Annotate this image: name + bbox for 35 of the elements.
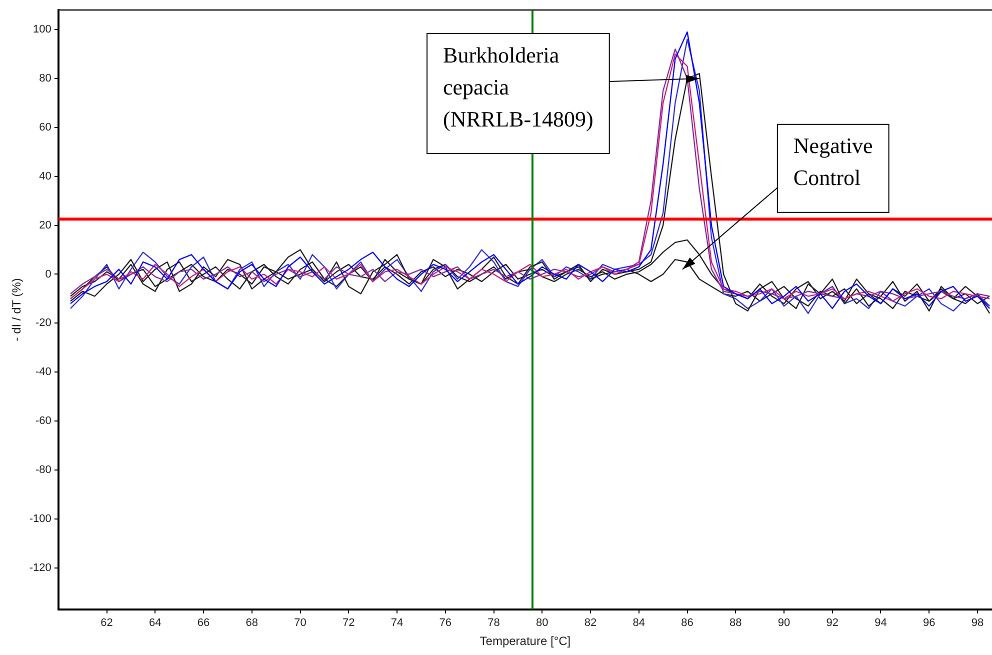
y-tick-label: -20 [36, 317, 52, 330]
y-tick-label: 20 [39, 219, 52, 232]
annotation: Burkholderia cepacia (NRRLB-14809) [443, 42, 594, 132]
x-tick-label: 62 [100, 617, 113, 630]
x-tick-label: 94 [874, 617, 887, 630]
annotation: Negative Control [793, 133, 873, 190]
x-axis-title: Temperature [°C] [480, 634, 571, 648]
x-tick-label: 98 [971, 617, 984, 630]
y-tick-label: -100 [29, 512, 52, 525]
y-tick-label: 40 [39, 170, 52, 182]
x-tick-label: 88 [730, 617, 742, 630]
y-tick-label: 60 [39, 121, 52, 134]
x-tick-label: 64 [149, 617, 162, 630]
x-tick-label: 84 [632, 617, 646, 630]
x-tick-label: 66 [197, 617, 210, 630]
y-axis-title: - dI / dT (%) [10, 278, 24, 342]
x-tick-label: 96 [922, 617, 936, 630]
x-tick-label: 90 [778, 617, 790, 630]
x-tick-label: 92 [826, 617, 838, 630]
x-tick-label: 72 [342, 617, 355, 630]
x-tick-label: 78 [488, 617, 500, 630]
y-tick-label: 80 [39, 72, 52, 85]
x-tick-label: 76 [439, 617, 452, 630]
x-tick-label: 68 [246, 617, 258, 630]
x-tick-label: 80 [536, 617, 548, 630]
y-tick-label: -40 [36, 366, 52, 378]
y-tick-label: -80 [36, 464, 52, 476]
x-tick-label: 82 [584, 617, 597, 630]
x-tick-label: 70 [294, 617, 306, 630]
y-tick-label: -60 [36, 415, 52, 428]
y-tick-label: -120 [29, 562, 52, 574]
x-tick-label: 86 [681, 617, 694, 630]
x-tick-label: 74 [390, 617, 404, 630]
y-tick-label: 0 [45, 268, 52, 280]
y-tick-label: 100 [33, 24, 52, 36]
